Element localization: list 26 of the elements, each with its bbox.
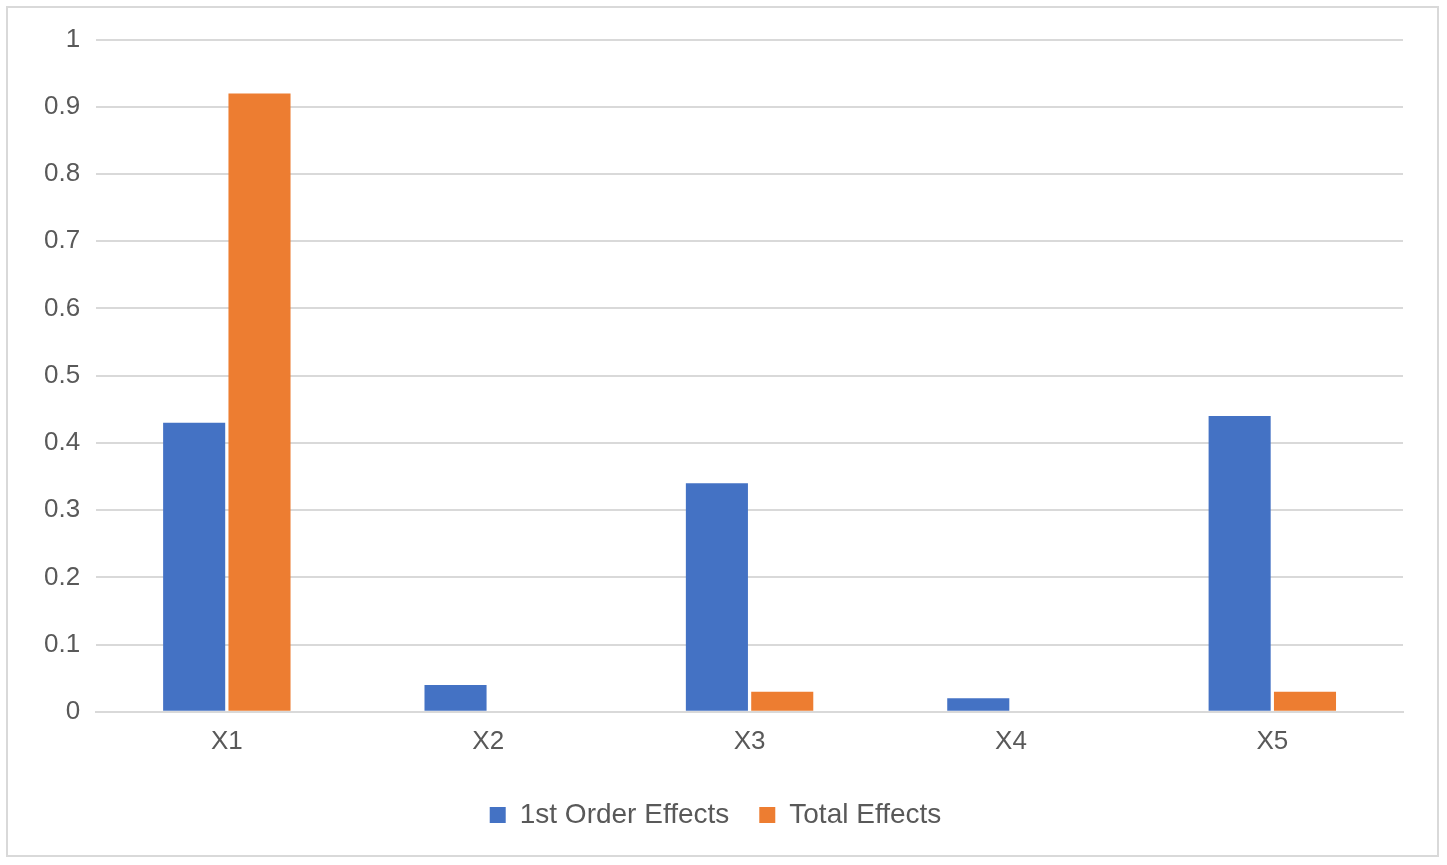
x-tick-label: X2 — [472, 724, 505, 755]
y-tick-label: 0.9 — [43, 89, 81, 120]
x-tick-label: X4 — [995, 724, 1027, 755]
y-tick-label: 0.1 — [43, 627, 81, 658]
y-tick-label: 0.4 — [43, 426, 81, 457]
y-tick-label: 0.7 — [43, 224, 81, 255]
legend-label: Total Effects — [789, 797, 942, 829]
y-tick-label: 1 — [65, 22, 81, 53]
bar — [228, 93, 291, 711]
bar — [751, 691, 814, 711]
legend-label: 1st Order Effects — [519, 797, 730, 829]
bar — [1273, 691, 1337, 711]
y-tick-label: 0.3 — [43, 493, 81, 524]
y-tick-label: 0 — [65, 694, 81, 725]
bar — [1208, 416, 1271, 711]
x-tick-label: X5 — [1256, 724, 1289, 755]
y-tick-label: 0.5 — [43, 358, 81, 389]
bar — [163, 422, 226, 711]
bar — [685, 483, 748, 711]
bar — [424, 684, 487, 711]
x-tick-label: X1 — [210, 724, 243, 755]
y-tick-label: 0.8 — [43, 157, 81, 188]
bar — [947, 698, 1010, 711]
x-tick-label: X3 — [733, 724, 766, 755]
y-tick-label: 0.6 — [43, 291, 81, 322]
y-tick-label: 0.2 — [43, 560, 81, 591]
